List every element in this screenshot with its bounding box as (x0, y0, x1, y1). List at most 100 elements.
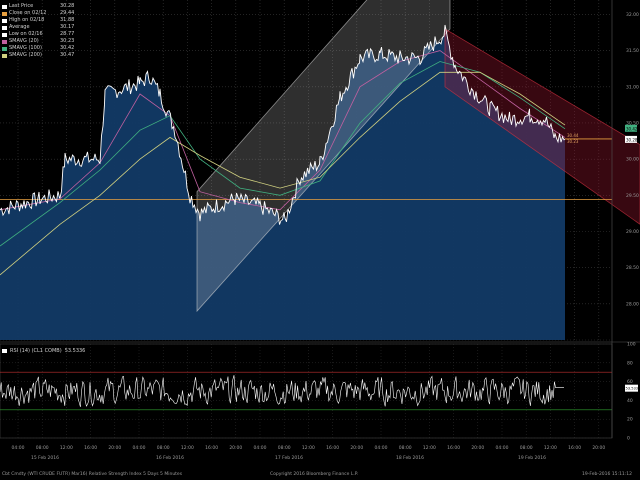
legend-value: 29.44 (60, 10, 75, 16)
price-tick-label: 32.00 (626, 12, 639, 18)
legend-row: Last Price (2, 3, 46, 10)
legend-label: SMAVG (20) (9, 38, 39, 44)
rsi-last-tag: 53.5336 (626, 387, 640, 391)
legend-value: 30.47 (60, 52, 75, 58)
rsi-tick-label: 20 (627, 417, 633, 423)
date-label: 19 Feb 2016 (518, 455, 546, 461)
date-label: 18 Feb 2016 (396, 455, 424, 461)
legend-label: Close on 02/12 (9, 10, 47, 16)
legend-row: SMAVG (100) (2, 45, 46, 52)
price-tick-label: 29.00 (626, 229, 639, 235)
price-tick-label: 29.50 (626, 193, 639, 199)
rsi-tick-label: 60 (627, 379, 633, 385)
footer-left: Cbt Cmdty (WTI CRUDE FUTR) Mar16) Relati… (2, 472, 183, 477)
legend-label: SMAVG (100) (9, 45, 42, 51)
axes: 32.00 31.50 31.00 30.50 30.00 29.50 29.00 28.50… (12, 0, 640, 461)
legend-label: SMAVG (200) (9, 52, 42, 58)
legend-swatch (2, 46, 7, 51)
price-area (0, 25, 565, 340)
price-area-fill (0, 25, 565, 340)
price-tag-box (625, 124, 637, 132)
legend-row: Low on 02/16 (2, 31, 46, 38)
time-tick-label: 08:00 (36, 445, 49, 451)
legend-row: SMAVG (200) (2, 52, 46, 59)
legend-value: 30.42 (60, 45, 75, 51)
time-tick-label: 04:00 (133, 445, 146, 451)
time-tick-label: 16:00 (84, 445, 97, 451)
price-line (0, 24, 566, 225)
legend-label: Average (9, 24, 30, 30)
time-tick-label: 16:00 (205, 445, 218, 451)
time-tick-label: 20:00 (108, 445, 121, 451)
footer: Cbt Cmdty (WTI CRUDE FUTR) Mar16) Relati… (0, 470, 640, 480)
rsi-tick-label: 40 (627, 398, 633, 404)
rsi-swatch (2, 349, 7, 353)
time-tick-label: 04:00 (496, 445, 509, 451)
rsi-frame (0, 343, 613, 439)
legend-row: SMAVG (20) (2, 38, 46, 45)
time-tick-label: 04:00 (254, 445, 267, 451)
time-tick-label: 08:00 (157, 445, 170, 451)
legend-row: Close on 02/12 (2, 10, 46, 17)
rsi-tick-label: 0 (627, 436, 630, 442)
time-tick-label: 08:00 (520, 445, 533, 451)
legend-swatch (2, 25, 7, 30)
date-label: 17 Feb 2016 (275, 455, 303, 461)
last-price-tag-box (625, 135, 637, 143)
date-label: 16 Feb 2016 (156, 455, 184, 461)
legend-row: Average (2, 24, 46, 31)
price-tick-label: 30.50 (626, 120, 639, 126)
time-tick-label: 16:00 (568, 445, 581, 451)
uptrend-channel (196, 0, 451, 313)
sma100-line (0, 61, 566, 247)
time-tick-label: 20:00 (592, 445, 605, 451)
legend-value: 28.77 (60, 31, 75, 37)
rsi-panel (0, 371, 612, 411)
time-tick-label: 20:00 (350, 445, 363, 451)
footer-right: 19-Feb-2016 15:11:12 (582, 472, 633, 477)
last-price-tag: 30.28 (626, 137, 638, 142)
price-legend: Last Price 30.28 Close on 02/12 29.44 High o… (2, 3, 74, 59)
price-tag-label: 30.42 (626, 126, 638, 131)
time-tick-label: 12:00 (60, 445, 73, 451)
rsi-grid (0, 343, 613, 439)
rsi-tick-label: 80 (627, 360, 633, 366)
legend-swatch (2, 11, 7, 16)
legend-label: Low on 02/16 (9, 31, 43, 37)
legend-swatch (2, 39, 7, 44)
time-tick-label: 08:00 (278, 445, 291, 451)
trend-channels (196, 0, 640, 313)
legend-swatch (2, 4, 7, 9)
price-tick-label: 31.50 (626, 48, 639, 54)
time-tick-label: 20:00 (229, 445, 242, 451)
legend-row: High on 02/18 (2, 17, 46, 24)
legend-value: 30.28 (60, 3, 75, 9)
time-tick-label: 12:00 (423, 445, 436, 451)
time-tick-label: 12:00 (302, 445, 315, 451)
time-tick-label: 12:00 (181, 445, 194, 451)
time-tick-label: 16:00 (326, 445, 339, 451)
price-tick-label: 28.00 (626, 301, 639, 307)
legend-swatch (2, 53, 7, 58)
legend-value: 30.17 (60, 24, 75, 30)
price-tick-label: 28.50 (626, 265, 639, 271)
rsi-legend-value: 53.5336 (64, 348, 86, 354)
footer-center: Copyright 2016 Bloomberg Finance L.P. (270, 472, 359, 477)
price-tick-label: 30.00 (626, 157, 639, 163)
time-tick-label: 08:00 (399, 445, 412, 451)
rsi-legend-label: RSI (14) (CL1 COMB) (10, 348, 62, 354)
downtrend-channel (444, 28, 640, 225)
price-tick-label: 31.00 (626, 84, 639, 90)
time-tick-label: 04:00 (12, 445, 25, 451)
date-label: 15 Feb 2016 (31, 455, 59, 461)
time-tick-label: 04:00 (375, 445, 388, 451)
legend-value: 31.88 (60, 17, 75, 23)
legend-swatch (2, 32, 7, 37)
time-tick-label: 20:00 (471, 445, 484, 451)
rsi-tick-label: 100 (627, 342, 636, 348)
mini-tag: 30.44 (567, 133, 579, 138)
time-tick-label: 12:00 (544, 445, 557, 451)
rsi-line (0, 375, 564, 407)
